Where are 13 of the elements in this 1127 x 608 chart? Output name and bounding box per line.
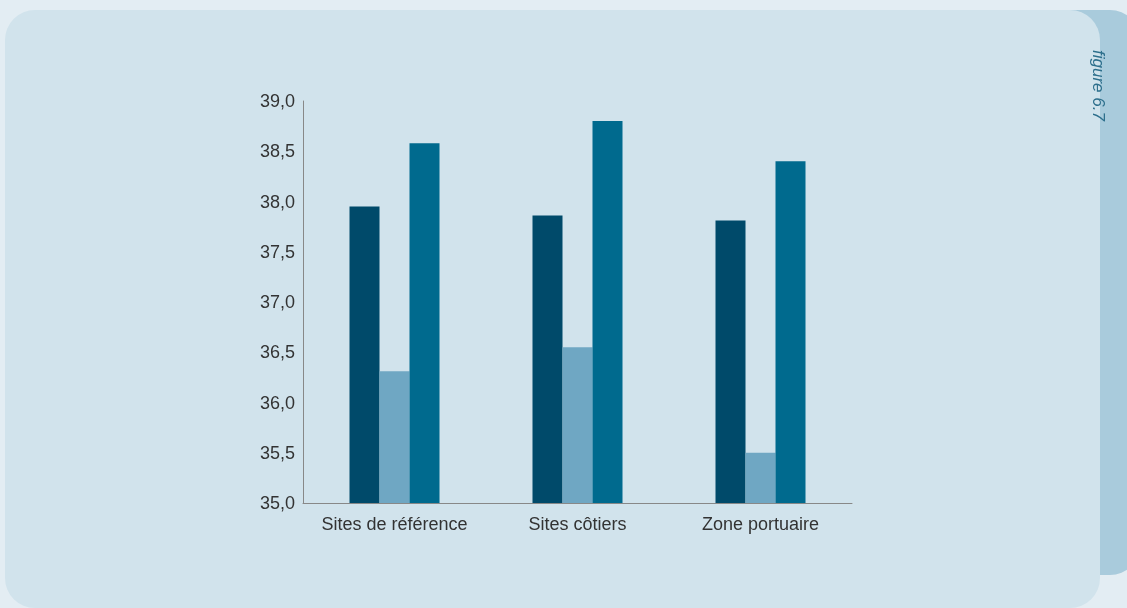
y-tick-label: 36,0: [259, 392, 295, 413]
caption: figure 6.7: [1088, 50, 1108, 121]
y-tick-label: 39,0: [259, 91, 295, 111]
y-tick-label: 37,0: [259, 292, 295, 312]
y-tick-label: 36,5: [259, 342, 295, 363]
x-tick-label: Zone portuaire: [701, 514, 820, 534]
x-tick-label: Sites côtiers: [528, 514, 627, 534]
y-tick-label: 38,0: [259, 191, 295, 212]
y-tick-label: 35,0: [259, 493, 295, 513]
x-tick-label: Sites de référence: [321, 514, 468, 534]
y-tick-label: 37,5: [259, 241, 295, 262]
y-tick-label: 38,5: [259, 141, 295, 162]
y-tick-label: 35,5: [259, 442, 295, 463]
